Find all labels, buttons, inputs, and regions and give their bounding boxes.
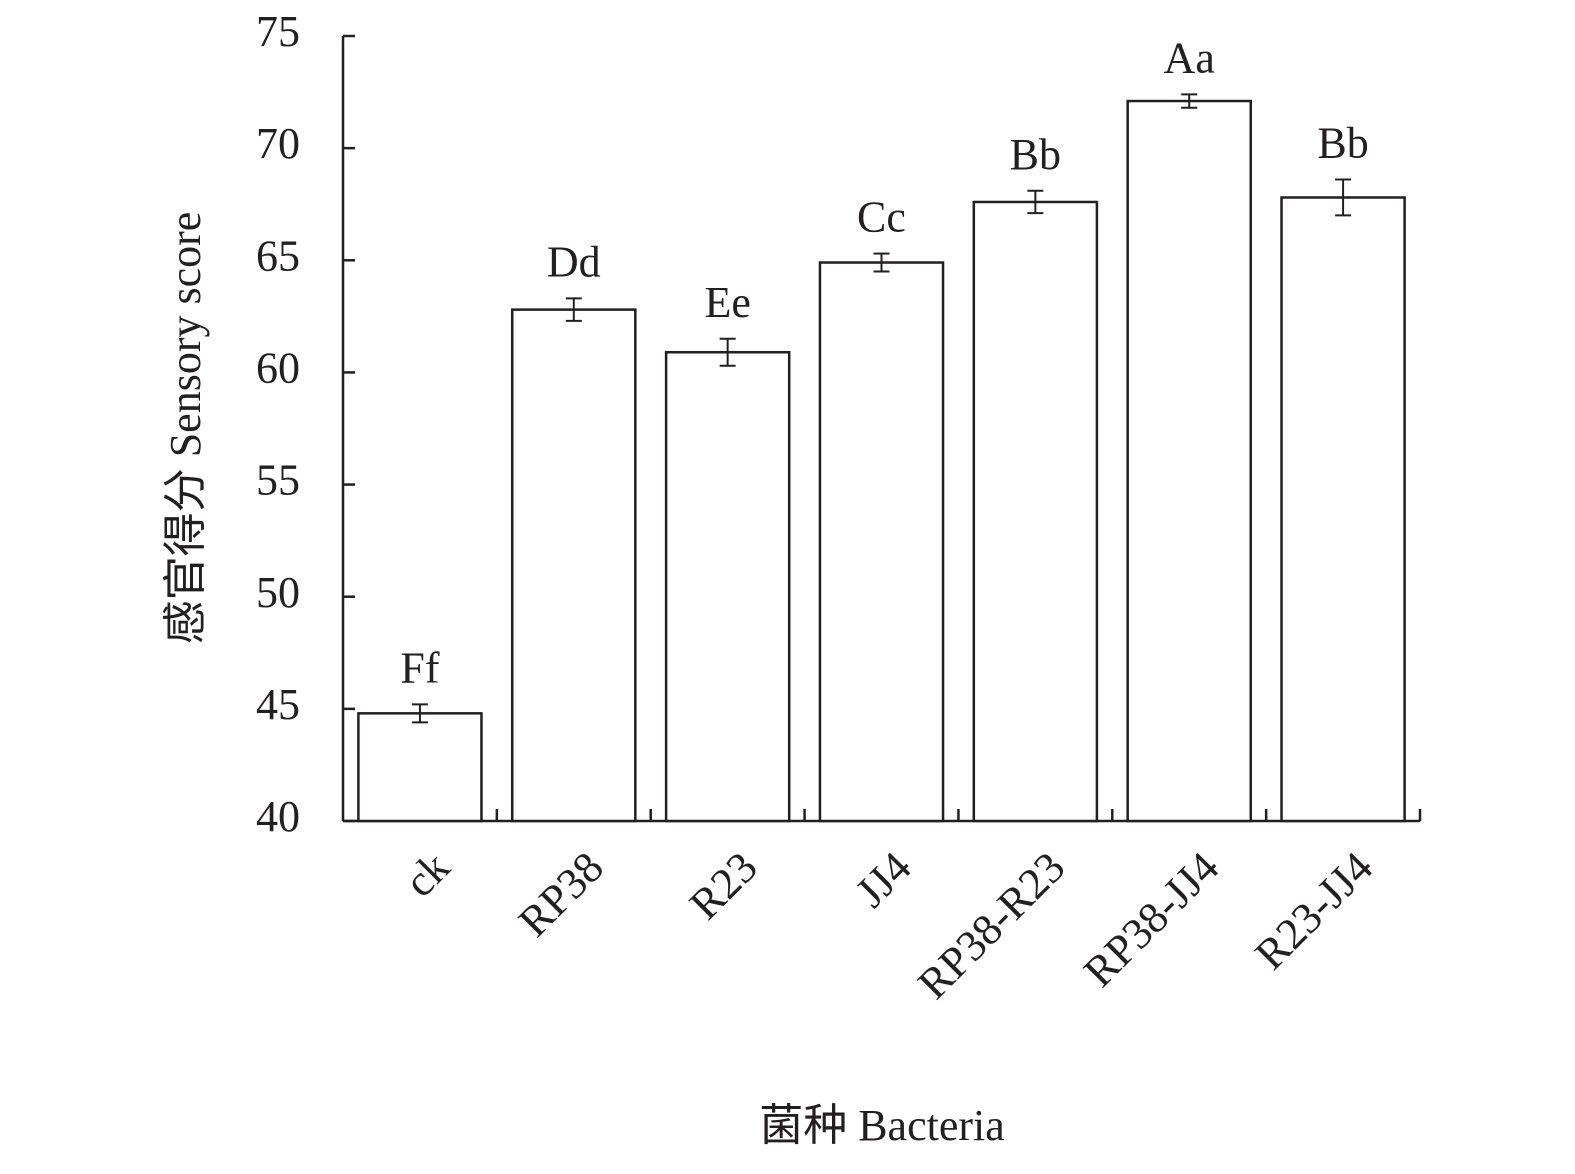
- bar: [1126, 99, 1253, 823]
- x-tick-label: R23-JJ4: [1245, 842, 1382, 979]
- x-tick-label: JJ4: [846, 842, 920, 916]
- bar: [818, 261, 945, 823]
- x-tick-label: RP38-JJ4: [1074, 842, 1228, 996]
- x-axis-title: 菌种 Bacteria: [759, 1101, 1005, 1150]
- x-tick-label: RP38-R23: [908, 842, 1074, 1008]
- bar: [510, 308, 637, 823]
- x-tick-label: RP38: [509, 842, 613, 946]
- y-tick-label: 70: [256, 119, 300, 168]
- significance-label: Aa: [1164, 33, 1215, 82]
- y-tick-label: 45: [256, 680, 300, 729]
- x-tick-label: R23: [680, 842, 767, 929]
- bar: [972, 200, 1099, 823]
- significance-label: Dd: [547, 237, 601, 286]
- bar: [1280, 196, 1406, 823]
- bar: [664, 350, 791, 823]
- y-tick-label: 65: [256, 231, 300, 280]
- significance-label: Bb: [1317, 119, 1368, 168]
- y-axis-title: 感官得分 Sensory score: [161, 212, 210, 645]
- x-tick-label: ck: [395, 842, 459, 906]
- significance-label: Ff: [400, 643, 439, 692]
- y-tick-label: 60: [256, 344, 300, 393]
- y-tick-label: 75: [256, 7, 300, 56]
- significance-label: Bb: [1010, 130, 1061, 179]
- y-tick-label: 55: [256, 456, 300, 505]
- significance-label: Ee: [704, 278, 750, 327]
- significance-label: Cc: [857, 193, 906, 242]
- y-tick-label: 40: [256, 792, 300, 841]
- bar: [357, 712, 483, 823]
- y-tick-label: 50: [256, 568, 300, 617]
